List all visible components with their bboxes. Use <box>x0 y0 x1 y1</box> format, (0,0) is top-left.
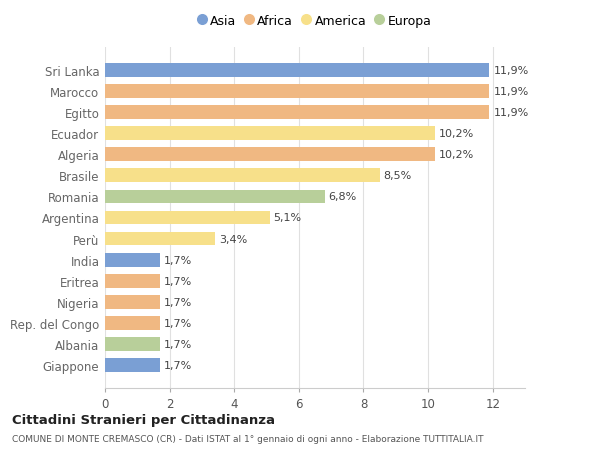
Text: 8,5%: 8,5% <box>383 171 412 181</box>
Text: 1,7%: 1,7% <box>164 319 192 328</box>
Legend: Asia, Africa, America, Europa: Asia, Africa, America, Europa <box>194 10 436 33</box>
Text: 1,7%: 1,7% <box>164 297 192 308</box>
Text: 1,7%: 1,7% <box>164 340 192 349</box>
Text: 11,9%: 11,9% <box>493 108 529 118</box>
Text: 1,7%: 1,7% <box>164 276 192 286</box>
Bar <box>105 338 160 351</box>
Bar <box>105 211 270 225</box>
Text: 6,8%: 6,8% <box>329 192 357 202</box>
Text: 11,9%: 11,9% <box>493 66 529 75</box>
Bar <box>105 106 490 119</box>
Text: 1,7%: 1,7% <box>164 361 192 370</box>
Text: 1,7%: 1,7% <box>164 255 192 265</box>
Bar <box>105 296 160 309</box>
Bar <box>105 317 160 330</box>
Text: 11,9%: 11,9% <box>493 87 529 96</box>
Bar <box>105 232 215 246</box>
Bar <box>105 274 160 288</box>
Text: 10,2%: 10,2% <box>439 150 473 160</box>
Text: Cittadini Stranieri per Cittadinanza: Cittadini Stranieri per Cittadinanza <box>12 413 275 426</box>
Text: COMUNE DI MONTE CREMASCO (CR) - Dati ISTAT al 1° gennaio di ogni anno - Elaboraz: COMUNE DI MONTE CREMASCO (CR) - Dati IST… <box>12 434 484 443</box>
Bar <box>105 64 490 77</box>
Bar <box>105 127 434 140</box>
Bar <box>105 169 380 183</box>
Bar <box>105 190 325 204</box>
Bar <box>105 253 160 267</box>
Bar <box>105 359 160 372</box>
Bar <box>105 148 434 162</box>
Text: 10,2%: 10,2% <box>439 129 473 139</box>
Text: 3,4%: 3,4% <box>219 234 247 244</box>
Text: 5,1%: 5,1% <box>274 213 302 223</box>
Bar <box>105 85 490 98</box>
